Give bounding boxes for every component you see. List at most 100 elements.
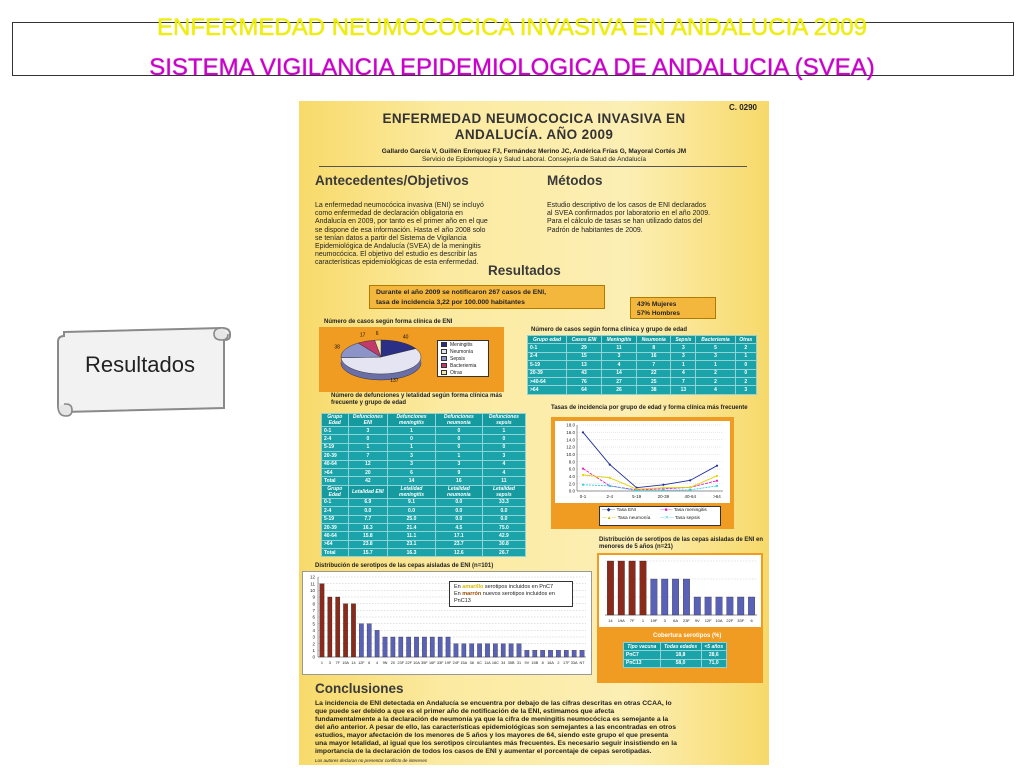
table-cell: 16.3 bbox=[347, 522, 389, 533]
bar bbox=[398, 636, 404, 658]
x-tick-label: 20-39 bbox=[658, 494, 670, 499]
table-cell: 20 bbox=[347, 467, 389, 478]
table-cell: 4 bbox=[481, 467, 527, 478]
x-tick-label: 19A bbox=[342, 661, 349, 665]
table-cell: 27 bbox=[601, 376, 638, 387]
table-row: PnC7 18,8 28,6 bbox=[623, 650, 727, 660]
x-tick-label: 3 bbox=[664, 618, 667, 623]
table-cell: 1 bbox=[387, 425, 436, 436]
y-tick-label: 3 bbox=[312, 635, 315, 640]
coverage-table: Tipo vacuna Todas edades <5 años PnC7 18,8 28… bbox=[623, 641, 727, 669]
x-tick-label: 8 bbox=[542, 661, 544, 665]
cases-table-title: Número de casos según forma clínica y gr… bbox=[531, 327, 688, 333]
table-cell: >64 bbox=[321, 539, 349, 550]
series-line bbox=[582, 484, 718, 492]
x-tick-label: 11A bbox=[484, 661, 491, 665]
table-cell: 25.0 bbox=[387, 514, 436, 524]
bar bbox=[639, 560, 647, 616]
x-tick-label: 2 bbox=[557, 661, 559, 665]
table-cell: 38 bbox=[636, 385, 672, 395]
table-cell: 6 bbox=[387, 467, 436, 478]
bar bbox=[693, 596, 701, 616]
legend-swatch bbox=[441, 342, 447, 347]
bar bbox=[343, 603, 348, 658]
y-tick-label: 2 bbox=[312, 641, 315, 646]
table-cell: 0.0 bbox=[434, 497, 483, 508]
table-cell: 14 bbox=[601, 368, 638, 378]
sex-line-men: 57% Hombres bbox=[637, 310, 680, 317]
x-tick-label: 33A bbox=[571, 661, 578, 665]
bar bbox=[516, 643, 522, 658]
table-cell: 4 bbox=[601, 360, 638, 370]
table-cell: 25 bbox=[636, 376, 672, 387]
table-cell: 1 bbox=[695, 360, 736, 370]
series-line bbox=[582, 474, 718, 490]
poster-title-line1: ENFERMEDAD NEUMOCOCICA INVASIVA EN bbox=[382, 111, 686, 126]
table-cell: 20-39 bbox=[527, 368, 567, 378]
table-cell: 71,0 bbox=[700, 658, 727, 669]
x-tick-label: 9N bbox=[383, 661, 388, 665]
x-tick-label: 4 bbox=[376, 661, 378, 665]
results-summary-box: Durante el año 2009 se notificaron 267 c… bbox=[369, 285, 605, 309]
bar bbox=[508, 643, 514, 658]
table-header-cell: Bacteriemia bbox=[695, 334, 736, 345]
x-tick-label: 1 bbox=[321, 661, 323, 665]
antecedentes-line: Andalucía en 2009, por tanto es el prime… bbox=[315, 218, 488, 226]
table-cell: 33.3 bbox=[481, 497, 527, 508]
table-cell: 3 bbox=[734, 385, 758, 395]
poster-authors: Gallardo García V, Guillén Enríquez FJ, … bbox=[381, 148, 687, 155]
x-tick-label: 12F bbox=[358, 661, 365, 665]
table-header-cell: Defunciones neumonía bbox=[434, 413, 483, 427]
table-header-row: Grupo Edad Letalidad ENI Letalidad meningi… bbox=[321, 484, 527, 499]
scroll-label: Resultados bbox=[84, 352, 196, 377]
x-tick-label: 15A bbox=[460, 661, 467, 665]
table-row: 2-4 0.0 0.0 0.0 0.0 bbox=[321, 506, 527, 516]
conclusiones-line: una mayor letalidad, al igual que los se… bbox=[315, 740, 677, 747]
x-tick-label: 0-1 bbox=[580, 494, 587, 499]
table-cell: 43 bbox=[565, 368, 603, 378]
x-tick-label: 31 bbox=[517, 661, 521, 665]
data-point bbox=[662, 489, 665, 492]
legend-item: —◆— Tasa ENI bbox=[602, 508, 637, 513]
x-tick-label: 17F bbox=[563, 661, 570, 665]
antecedentes-heading: Antecedentes/Objetivos bbox=[315, 173, 469, 188]
table-cell: 3 bbox=[695, 351, 736, 362]
x-tick-label: 6 bbox=[368, 661, 370, 665]
slide-title-line1: ENFERMEDAD NEUMOCOCICA INVASIVA EN ANDAL… bbox=[157, 14, 867, 41]
metodos-line: al SVEA confirmados por laboratorio en e… bbox=[547, 210, 711, 218]
bar bbox=[650, 578, 658, 616]
table-cell: 3 bbox=[347, 425, 389, 436]
bar bbox=[524, 650, 530, 658]
bar bbox=[327, 596, 333, 658]
legend-swatch bbox=[441, 349, 447, 354]
table-row: 20-39 43 14 22 4 2 0 bbox=[527, 368, 758, 378]
table-cell: Total bbox=[321, 548, 349, 558]
table-cell: 42.9 bbox=[481, 531, 527, 541]
y-tick-label: 8.0 bbox=[569, 459, 576, 464]
table-cell: 0.0 bbox=[347, 506, 389, 516]
table-cell: 6.9 bbox=[347, 497, 389, 508]
bar bbox=[556, 650, 561, 658]
table-cell: 40-64 bbox=[321, 459, 349, 469]
poster-title-line2: ANDALUCÍA. AÑO 2009 bbox=[454, 127, 614, 142]
table-cell: 0-1 bbox=[527, 343, 567, 353]
data-point bbox=[662, 483, 665, 486]
bar bbox=[335, 596, 341, 658]
bar bbox=[715, 596, 723, 616]
bar bbox=[390, 636, 396, 658]
conclusiones-line: estudios, mayor afectación de los menore… bbox=[315, 732, 669, 739]
table-header-cell: <5 años bbox=[700, 641, 727, 652]
x-tick-label: 16F bbox=[429, 661, 436, 665]
conclusiones-heading: Conclusiones bbox=[315, 681, 404, 696]
table-cell: 0 bbox=[434, 442, 483, 453]
y-tick-label: 12.0 bbox=[566, 445, 575, 450]
bar bbox=[628, 560, 636, 616]
table-cell: 1 bbox=[347, 442, 389, 453]
y-tick-label: 7 bbox=[312, 608, 315, 613]
x-tick-label: >64 bbox=[713, 494, 721, 499]
y-tick-label: 12 bbox=[310, 575, 316, 580]
table-cell: Total bbox=[321, 476, 349, 486]
table-cell: 0 bbox=[347, 434, 389, 444]
legend-swatch bbox=[441, 363, 447, 368]
table-cell: 23.7 bbox=[434, 539, 483, 550]
